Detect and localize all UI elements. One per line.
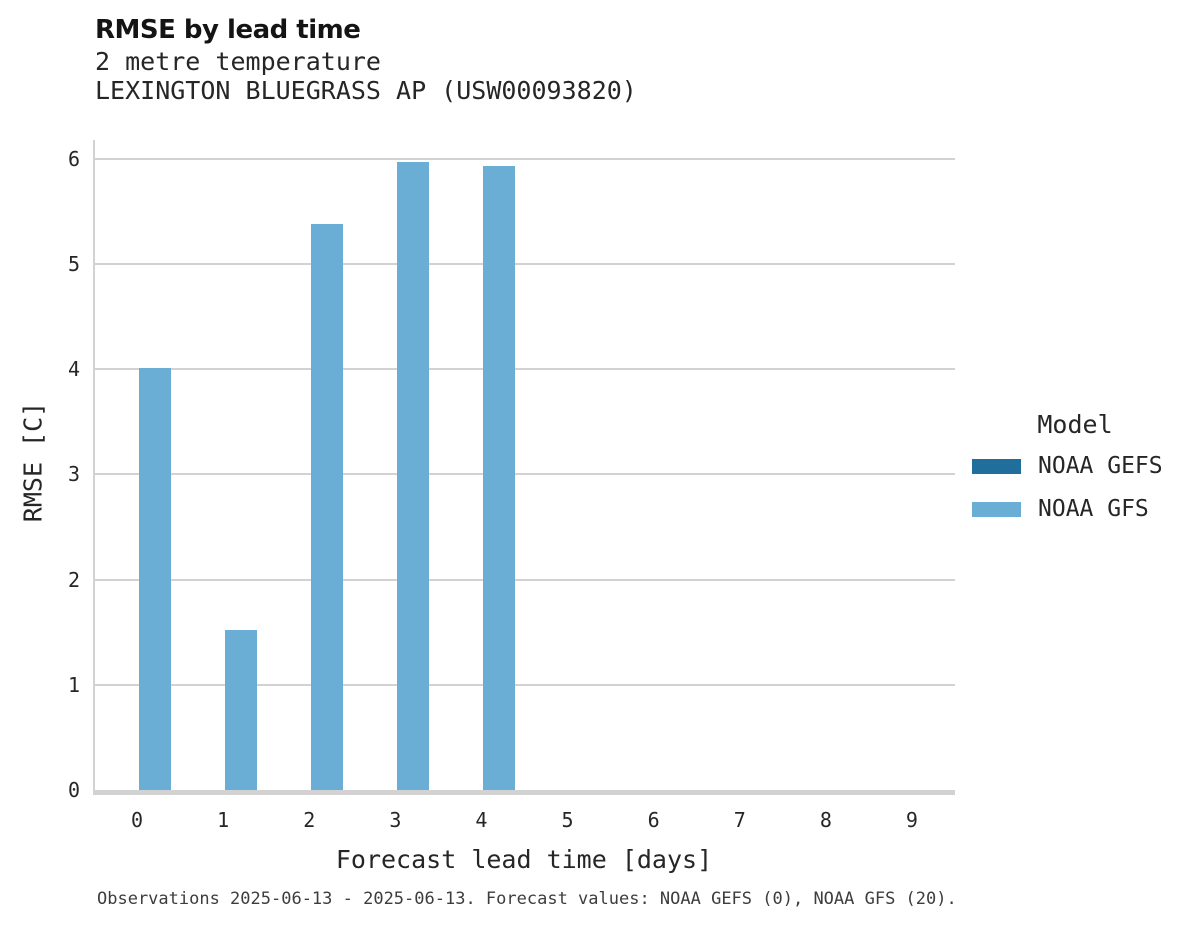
x-tick-label: 1: [217, 808, 230, 832]
x-tick-label: 3: [389, 808, 402, 832]
bar-noaa-gfs-lead-0: [139, 368, 172, 790]
chart-subtitle-variable: 2 metre temperature: [95, 47, 381, 76]
legend-swatch-icon: [972, 458, 1021, 474]
bar-noaa-gfs-lead-4: [483, 166, 516, 790]
legend-swatch-icon: [972, 501, 1021, 517]
gridline: [94, 368, 955, 371]
legend-items: NOAA GEFS NOAA GFS: [972, 453, 1178, 522]
gridline: [94, 157, 955, 160]
x-tick-label: 9: [905, 808, 918, 832]
y-tick-label: 6: [67, 146, 80, 171]
bar-noaa-gfs-lead-3: [397, 162, 430, 790]
legend-label: NOAA GEFS: [1038, 453, 1163, 479]
legend-item: NOAA GEFS: [972, 453, 1178, 479]
legend-title: Model: [1037, 410, 1113, 439]
x-tick-label: 5: [561, 808, 574, 832]
x-axis-label: Forecast lead time [days]: [335, 845, 713, 874]
y-tick-label: 1: [67, 672, 80, 697]
x-tick-label: 6: [647, 808, 660, 832]
y-tick-label: 2: [67, 567, 80, 592]
y-tick-label: 3: [67, 462, 80, 487]
gridline: [94, 683, 955, 686]
chart-caption: Observations 2025-06-13 - 2025-06-13. Fo…: [97, 889, 957, 909]
y-axis-spine: [93, 140, 95, 795]
x-tick-label: 7: [733, 808, 746, 832]
chart-header: RMSE by lead time 2 metre temperature LE…: [95, 14, 637, 105]
plot-area: 0 1 2 3 4 5 6 0 1 2 3 4 5 6 7 8 9: [68, 140, 955, 832]
chart-subtitle-station: LEXINGTON BLUEGRASS AP (USW00093820): [95, 76, 637, 105]
legend-item: NOAA GFS: [972, 496, 1178, 522]
x-axis-line: [94, 790, 955, 795]
gridline: [94, 263, 955, 266]
bar-noaa-gfs-lead-2: [311, 224, 344, 790]
x-tick-label: 8: [819, 808, 832, 832]
x-tick-label: 0: [131, 808, 144, 832]
bar-noaa-gfs-lead-1: [225, 630, 258, 790]
legend-label: NOAA GFS: [1038, 496, 1149, 522]
y-tick-label: 4: [67, 357, 80, 382]
chart-title: RMSE by lead time: [95, 15, 361, 45]
x-tick-label: 2: [303, 808, 316, 832]
y-tick-label: 5: [67, 252, 80, 277]
gridline: [94, 473, 955, 476]
y-axis-label: RMSE [C]: [18, 401, 48, 523]
x-tick-label: 4: [475, 808, 488, 832]
legend: Model NOAA GEFS NOAA GFS: [972, 410, 1178, 539]
gridline: [94, 578, 955, 581]
y-tick-label: 0: [67, 778, 80, 802]
